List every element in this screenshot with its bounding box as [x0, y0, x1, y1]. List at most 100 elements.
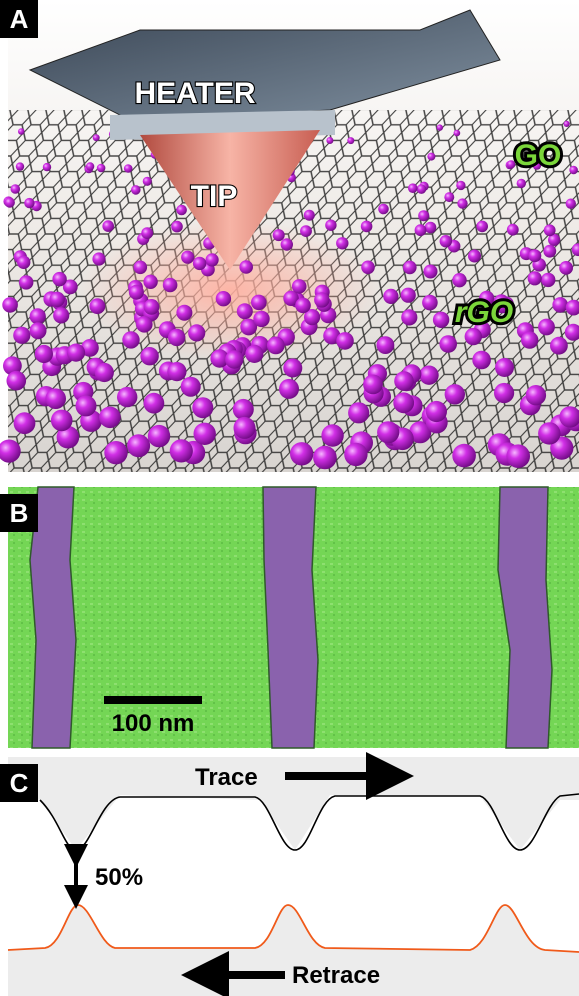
sphere	[526, 385, 546, 405]
sphere	[167, 362, 186, 381]
sphere	[143, 177, 152, 186]
sphere	[124, 164, 133, 173]
sphere	[377, 421, 399, 443]
sphere	[43, 163, 51, 171]
sphere	[347, 137, 354, 144]
sphere	[176, 205, 187, 216]
sphere	[419, 366, 438, 385]
sphere	[528, 249, 541, 262]
sphere	[538, 319, 555, 336]
sphere	[239, 260, 253, 274]
sphere	[361, 221, 373, 233]
sphere	[452, 273, 466, 287]
sphere	[314, 292, 329, 307]
tip-label: TIP	[191, 180, 238, 213]
sphere	[192, 397, 213, 418]
sphere	[76, 395, 97, 416]
sphere	[6, 371, 26, 391]
sphere	[141, 227, 153, 239]
sphere	[528, 271, 542, 285]
sphere	[86, 162, 94, 170]
sphere	[393, 392, 414, 413]
sphere	[468, 250, 481, 263]
sphere	[295, 298, 311, 314]
sphere	[171, 221, 183, 233]
sphere	[129, 285, 144, 300]
sphere	[552, 297, 568, 313]
sphere	[30, 308, 46, 324]
sphere	[51, 410, 73, 432]
sphere	[425, 222, 437, 234]
sphere	[378, 204, 389, 215]
sphere	[506, 444, 530, 468]
sphere	[401, 309, 417, 325]
sphere	[283, 359, 302, 378]
sphere	[304, 210, 315, 221]
sphere	[472, 351, 491, 370]
panel-b: B 100 nm	[0, 487, 579, 748]
sphere	[176, 305, 192, 321]
panel-label: C	[10, 768, 29, 798]
sphere	[17, 256, 30, 269]
sphere	[418, 210, 429, 221]
sphere	[234, 417, 256, 439]
sphere	[102, 220, 114, 232]
sphere	[99, 407, 121, 429]
sphere	[93, 134, 100, 141]
sphere	[281, 238, 293, 250]
sphere	[279, 379, 299, 399]
contrast-label: 50%	[95, 864, 143, 891]
sphere	[507, 224, 519, 236]
sphere	[53, 307, 69, 323]
sphere	[216, 291, 231, 306]
sphere	[538, 422, 560, 444]
sphere	[117, 387, 137, 407]
sphere	[454, 130, 461, 137]
sphere	[457, 198, 467, 208]
sphere	[543, 245, 556, 258]
sphere	[326, 137, 333, 144]
figure: A HEATER TIP GO rGO B 100 nm 50% Trace R…	[0, 0, 579, 996]
sphere	[415, 224, 427, 236]
sphere	[424, 265, 438, 279]
sphere	[5, 197, 15, 207]
sphere	[403, 261, 417, 275]
sphere	[445, 384, 465, 404]
sphere	[163, 278, 178, 293]
sphere	[440, 235, 452, 247]
sphere	[267, 337, 285, 355]
panel-c: 50% Trace Retrace C	[0, 757, 579, 996]
panel-label: B	[10, 498, 29, 528]
heater-label: HEATER	[134, 77, 255, 110]
sphere	[35, 345, 53, 363]
sphere	[336, 332, 354, 350]
sphere	[11, 184, 21, 194]
sphere	[383, 289, 398, 304]
sphere	[439, 335, 457, 353]
sphere	[417, 184, 427, 194]
retrace-label: Retrace	[292, 962, 380, 989]
sphere	[188, 324, 205, 341]
sphere	[170, 439, 193, 462]
sphere	[521, 331, 538, 348]
sphere	[18, 128, 25, 135]
sphere	[564, 121, 570, 127]
rgo-stripe	[263, 487, 318, 748]
sphere	[140, 347, 158, 365]
sphere	[422, 295, 438, 311]
panel-a: A HEATER TIP GO rGO	[0, 0, 579, 472]
sphere	[206, 253, 219, 266]
sphere	[148, 425, 170, 447]
sphere	[50, 292, 65, 307]
sphere	[225, 350, 243, 368]
sphere	[408, 183, 418, 193]
sphere	[92, 252, 105, 265]
sphere	[131, 185, 141, 195]
scale-bar-label: 100 nm	[112, 710, 195, 737]
sphere	[377, 336, 395, 354]
sphere	[14, 412, 36, 434]
sphere	[427, 153, 435, 161]
scale-bar	[104, 696, 202, 704]
sphere	[253, 311, 269, 327]
sphere	[237, 303, 253, 319]
